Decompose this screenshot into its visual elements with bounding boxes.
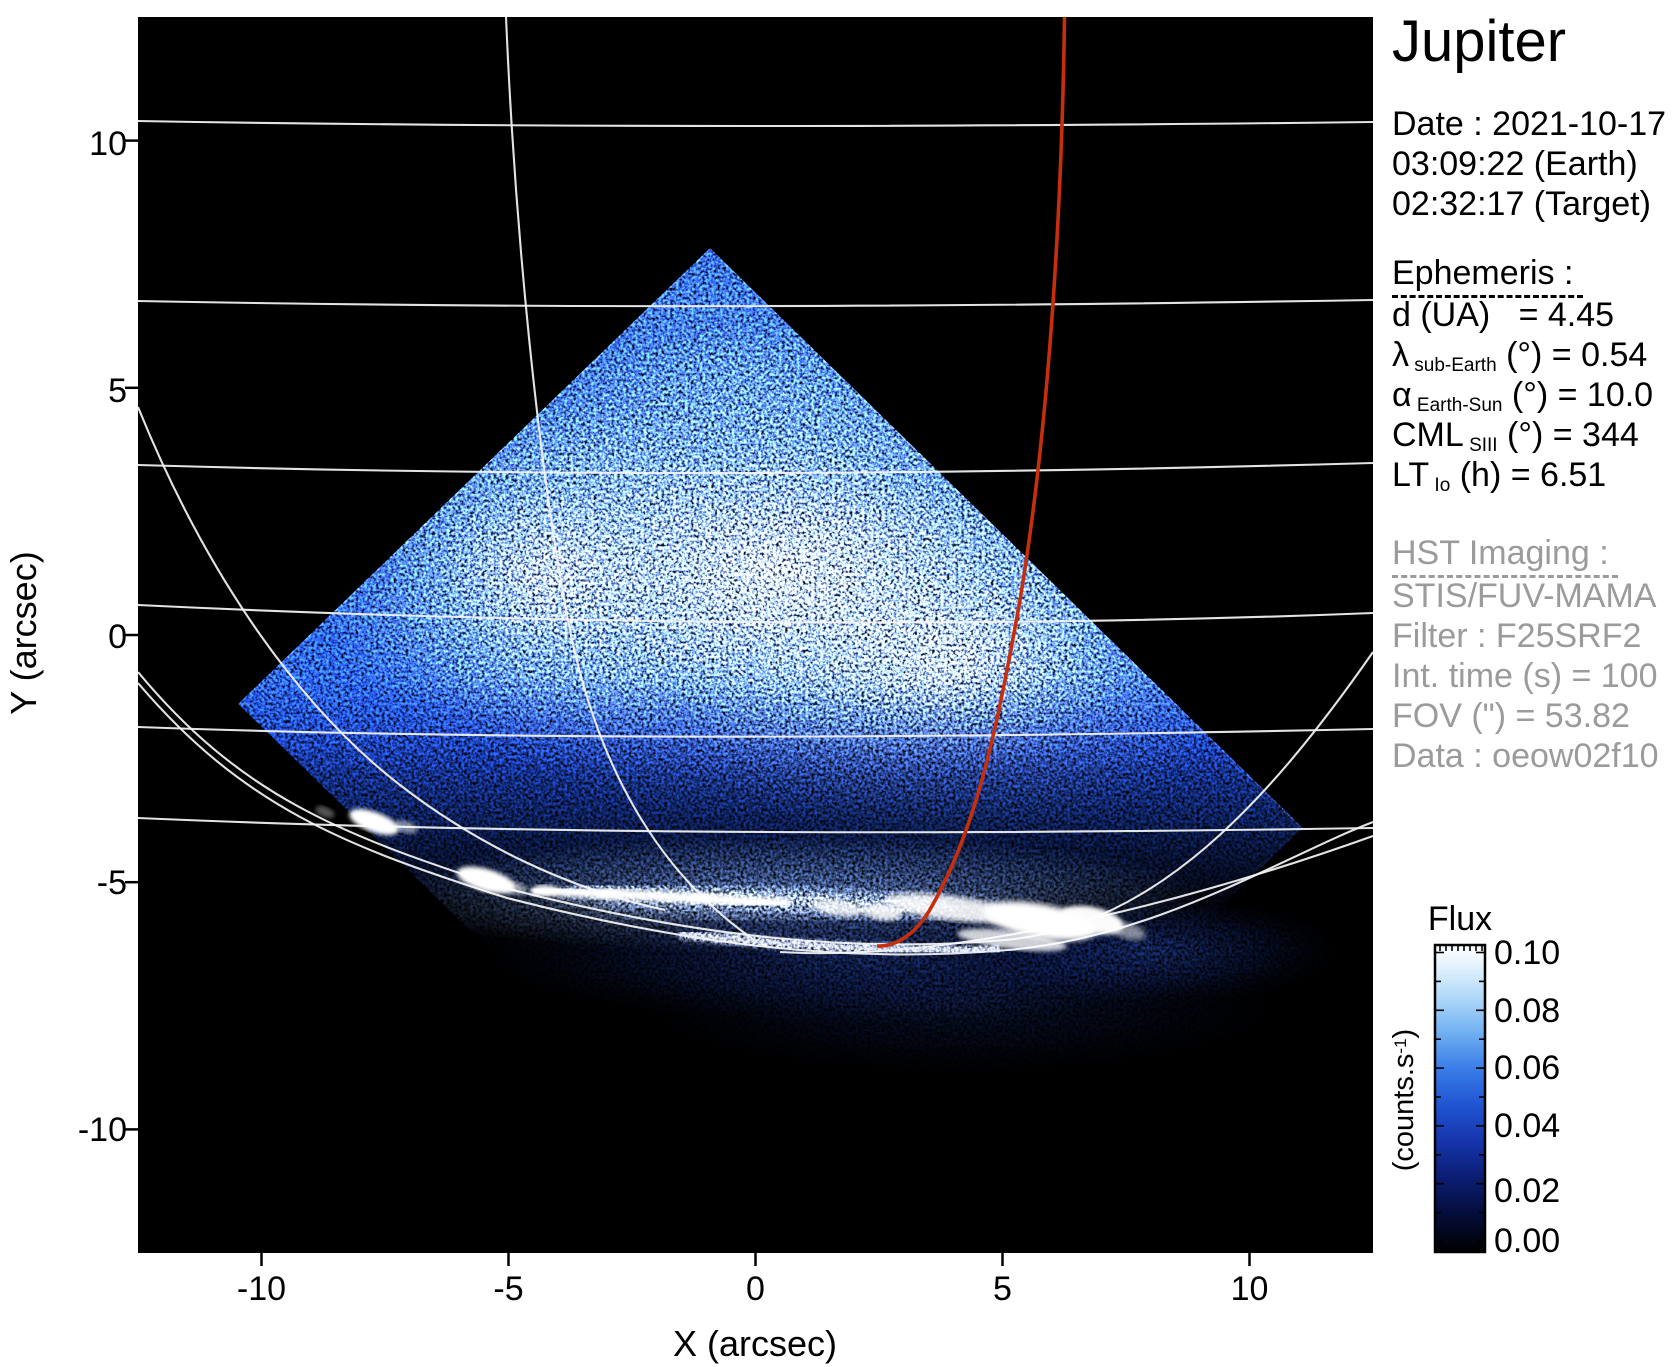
svg-text:0.08: 0.08: [1494, 992, 1560, 1030]
svg-text:0.00: 0.00: [1494, 1222, 1560, 1260]
svg-text:0: 0: [746, 1270, 765, 1308]
svg-text:5: 5: [993, 1270, 1012, 1308]
svg-text:Y (arcsec): Y (arcsec): [3, 551, 44, 714]
svg-text:0.02: 0.02: [1494, 1172, 1560, 1210]
svg-text:10: 10: [1231, 1270, 1269, 1308]
svg-text:-10: -10: [78, 1111, 127, 1149]
svg-text:-10: -10: [237, 1270, 286, 1308]
svg-text:-5: -5: [493, 1270, 523, 1308]
svg-text:0: 0: [108, 618, 127, 656]
svg-text:-5: -5: [97, 864, 127, 902]
svg-text:(counts.s-1): (counts.s-1): [1388, 1029, 1420, 1171]
svg-text:0.06: 0.06: [1494, 1049, 1560, 1087]
svg-text:0.04: 0.04: [1494, 1107, 1560, 1145]
svg-text:0.10: 0.10: [1494, 934, 1560, 972]
svg-text:X (arcsec): X (arcsec): [673, 1323, 837, 1364]
svg-text:10: 10: [89, 125, 127, 163]
svg-text:Flux: Flux: [1428, 900, 1492, 938]
svg-text:5: 5: [108, 372, 127, 410]
